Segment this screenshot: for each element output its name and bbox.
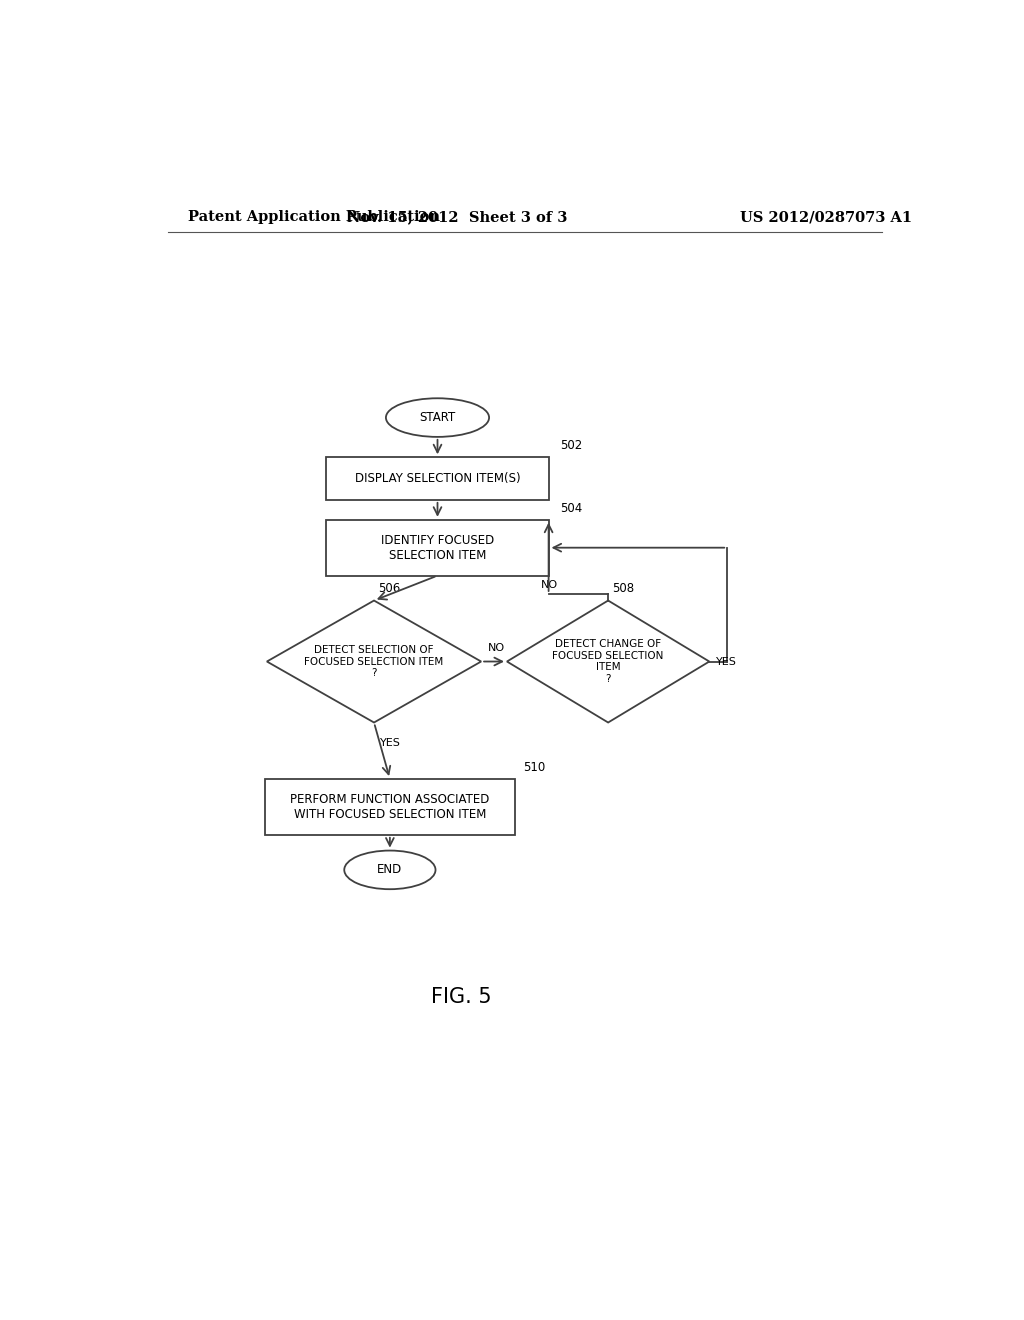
Text: IDENTIFY FOCUSED
SELECTION ITEM: IDENTIFY FOCUSED SELECTION ITEM <box>381 533 495 562</box>
Text: END: END <box>377 863 402 876</box>
Text: NO: NO <box>487 643 505 653</box>
Text: 510: 510 <box>523 760 545 774</box>
Bar <box>265 779 515 834</box>
Text: 504: 504 <box>560 502 583 515</box>
Text: NO: NO <box>541 581 557 590</box>
Text: DETECT CHANGE OF
FOCUSED SELECTION
ITEM
?: DETECT CHANGE OF FOCUSED SELECTION ITEM … <box>552 639 664 684</box>
Bar <box>327 520 549 576</box>
Text: DISPLAY SELECTION ITEM(S): DISPLAY SELECTION ITEM(S) <box>354 473 520 484</box>
Text: YES: YES <box>716 656 736 667</box>
Text: START: START <box>420 411 456 424</box>
Text: PERFORM FUNCTION ASSOCIATED
WITH FOCUSED SELECTION ITEM: PERFORM FUNCTION ASSOCIATED WITH FOCUSED… <box>290 793 489 821</box>
Text: DETECT SELECTION OF
FOCUSED SELECTION ITEM
?: DETECT SELECTION OF FOCUSED SELECTION IT… <box>304 645 443 678</box>
Text: FIG. 5: FIG. 5 <box>431 987 492 1007</box>
Bar <box>327 457 549 500</box>
Text: Nov. 15, 2012  Sheet 3 of 3: Nov. 15, 2012 Sheet 3 of 3 <box>347 210 567 224</box>
Text: 506: 506 <box>378 582 400 595</box>
Text: US 2012/0287073 A1: US 2012/0287073 A1 <box>740 210 912 224</box>
Text: 502: 502 <box>560 440 583 453</box>
Text: Patent Application Publication: Patent Application Publication <box>187 210 439 224</box>
Text: 508: 508 <box>612 582 634 595</box>
Text: YES: YES <box>380 738 401 747</box>
